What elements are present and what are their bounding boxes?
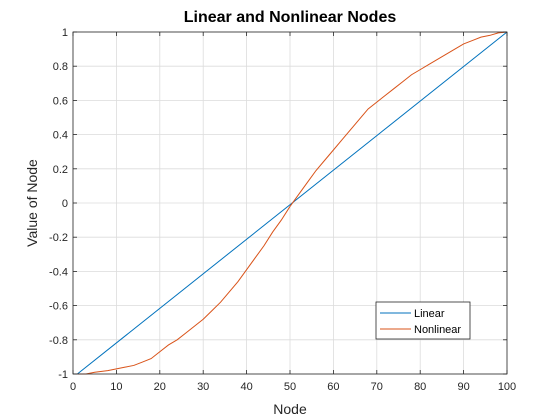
y-tick-label: -0.8 — [49, 335, 68, 347]
legend: Linear Nonlinear — [375, 301, 471, 340]
legend-box — [375, 301, 471, 340]
legend-linear-label: Linear — [414, 308, 445, 320]
x-tick-label: 30 — [197, 381, 209, 393]
x-tick-label: 50 — [284, 381, 296, 393]
x-tick-label: 20 — [154, 381, 166, 393]
x-tick-label: 70 — [371, 381, 383, 393]
x-tick-label: 80 — [414, 381, 426, 393]
y-tick-label: -1 — [58, 369, 68, 381]
y-axis-label: Value of Node — [24, 159, 40, 247]
y-tick-label: 1 — [62, 27, 68, 39]
y-tick-label: 0.8 — [53, 61, 68, 73]
y-tick-label: -0.4 — [49, 266, 68, 278]
y-tick-label: 0 — [62, 198, 68, 210]
chart-title: Linear and Nonlinear Nodes — [184, 9, 397, 26]
x-tick-label: 90 — [457, 381, 469, 393]
plot-lines — [77, 31, 508, 375]
y-tick-label: -0.2 — [49, 232, 68, 244]
x-tick-label: 10 — [110, 381, 122, 393]
x-axis-label: Node — [273, 401, 307, 417]
x-tick-label: 0 — [70, 381, 76, 393]
x-tick-label: 100 — [498, 381, 516, 393]
axes — [72, 31, 508, 375]
x-tick-label: 40 — [240, 381, 252, 393]
y-tick-label: 0.6 — [53, 95, 68, 107]
y-tick-label: -0.6 — [49, 301, 68, 313]
tick-labels: 0 10 20 30 40 50 60 70 80 90 100-1-0.8-0.6-0.4-0.2… — [49, 27, 516, 393]
x-tick-label: 60 — [327, 381, 339, 393]
y-tick-label: 0.4 — [53, 130, 68, 142]
legend-nonlinear-label: Nonlinear — [414, 324, 461, 336]
y-tick-label: 0.2 — [53, 164, 68, 176]
series-line-nonlinear — [77, 31, 508, 375]
